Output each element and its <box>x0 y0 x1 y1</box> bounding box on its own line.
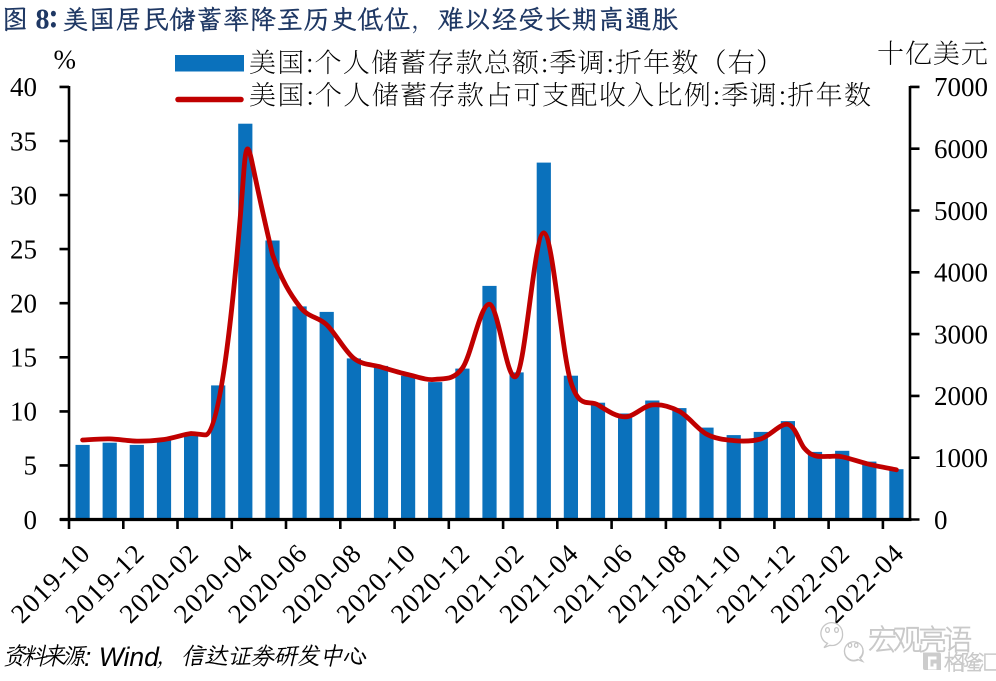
svg-text:: Wind: : Wind <box>84 642 160 672</box>
svg-text:5: 5 <box>24 451 38 481</box>
svg-text:8: 8 <box>36 4 50 35</box>
svg-text:7000: 7000 <box>934 72 988 102</box>
svg-text:%: % <box>54 45 77 75</box>
svg-text:2000: 2000 <box>934 381 988 411</box>
svg-text:5000: 5000 <box>934 196 988 226</box>
svg-text:10: 10 <box>10 397 37 427</box>
svg-text:6000: 6000 <box>934 134 988 164</box>
svg-text:15: 15 <box>10 343 37 373</box>
svg-text:0: 0 <box>934 505 948 535</box>
svg-text:25: 25 <box>10 234 37 264</box>
svg-text:30: 30 <box>10 180 37 210</box>
svg-text:35: 35 <box>10 126 37 156</box>
svg-text:4000: 4000 <box>934 258 988 288</box>
svg-text:20: 20 <box>10 289 37 319</box>
svg-text:0: 0 <box>24 505 38 535</box>
svg-text:40: 40 <box>10 72 37 102</box>
svg-text:3000: 3000 <box>934 319 988 349</box>
svg-text:1000: 1000 <box>934 443 988 473</box>
